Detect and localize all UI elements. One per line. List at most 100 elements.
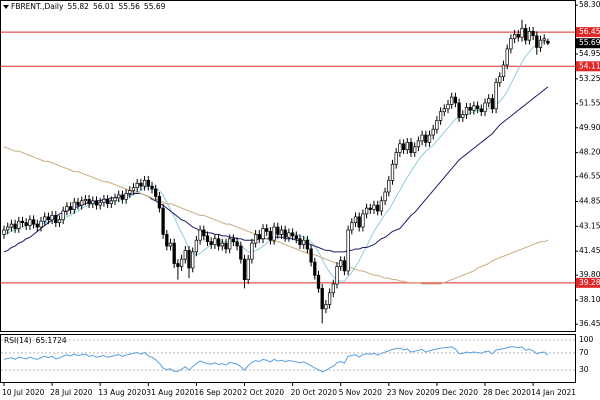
x-tick-label: 14 Jan 2021 xyxy=(531,388,576,397)
candle-body xyxy=(483,102,487,113)
candle-body xyxy=(183,250,187,260)
candle-body xyxy=(157,196,162,209)
candle-body xyxy=(24,222,28,226)
candle-body xyxy=(87,198,91,205)
x-tick-label: 31 Aug 2020 xyxy=(146,388,194,397)
y-tick-label: 41.45 xyxy=(579,246,600,255)
candle-body xyxy=(405,142,409,151)
moving-average-line xyxy=(3,86,549,253)
candle-body xyxy=(168,242,173,247)
y-tick-label: 38.10 xyxy=(579,295,600,304)
candle-body xyxy=(516,33,520,38)
candle-body xyxy=(376,204,380,212)
candle-body xyxy=(350,222,354,231)
candle-body xyxy=(361,213,365,228)
candle-body xyxy=(46,216,51,221)
candle-body xyxy=(76,201,80,206)
x-tick-label: 10 Jul 2020 xyxy=(2,388,45,397)
candle-body xyxy=(198,229,202,241)
candle-body xyxy=(450,96,454,105)
candle-body xyxy=(265,228,269,232)
candle-body xyxy=(424,134,428,143)
candle-body xyxy=(68,206,73,210)
ohlc-value: 55.69 xyxy=(144,2,166,11)
rsi-header: RSI(14) 65.1724 xyxy=(4,336,67,345)
candle-body xyxy=(305,239,310,250)
candle-body xyxy=(509,38,513,50)
candle-body xyxy=(520,28,524,38)
candle-body xyxy=(50,215,54,221)
y-tick-label: 51.55 xyxy=(579,99,600,108)
candle-body xyxy=(383,191,387,202)
candle-body xyxy=(316,274,321,289)
candle-body xyxy=(228,238,232,250)
candle-body xyxy=(61,210,65,221)
candle-body xyxy=(453,96,458,104)
y-tick-label: 53.25 xyxy=(579,74,600,83)
candle-body xyxy=(487,98,491,104)
candle-body xyxy=(213,238,217,245)
candle-body xyxy=(527,31,532,41)
candle-body xyxy=(202,229,206,237)
candle-body xyxy=(142,179,147,187)
x-tick-label: 13 Aug 2020 xyxy=(98,388,146,397)
candle-body xyxy=(242,258,247,280)
candle-body xyxy=(205,235,210,243)
collapse-icon xyxy=(3,5,9,9)
candle-body xyxy=(194,239,199,253)
symbol-title: FBRENT.,Daily xyxy=(11,2,64,11)
candle-body xyxy=(512,33,517,40)
symbol-header: FBRENT.,Daily 55.82 56.01 55.56 55.69 xyxy=(11,2,166,11)
candle-body xyxy=(17,220,21,229)
y-tick-label: 49.90 xyxy=(579,123,600,132)
level-label-bg xyxy=(576,61,600,72)
candle-body xyxy=(431,128,435,136)
candle-body xyxy=(43,216,47,222)
candle-body xyxy=(165,234,169,247)
candle-body xyxy=(261,228,265,240)
candle-body xyxy=(2,229,6,235)
candle-body xyxy=(54,215,58,224)
candle-body xyxy=(390,163,395,181)
candle-body xyxy=(109,200,113,205)
candle-body xyxy=(83,198,88,202)
candle-body xyxy=(498,76,502,83)
candle-body xyxy=(490,98,495,110)
candle-body xyxy=(146,179,150,187)
candle-body xyxy=(339,260,343,267)
y-tick-label: 44.85 xyxy=(579,197,600,206)
candle-body xyxy=(272,226,276,241)
candle-body xyxy=(364,207,369,215)
moving-average-line xyxy=(3,39,549,282)
candle-body xyxy=(31,219,36,225)
candle-body xyxy=(176,263,180,267)
candle-body xyxy=(91,200,95,205)
y-tick-label: 54.95 xyxy=(579,49,600,58)
candle-body xyxy=(209,241,213,245)
candle-body xyxy=(401,143,406,151)
candle-body xyxy=(302,239,306,245)
rsi-tick-label: 100 xyxy=(579,335,594,344)
candle-body xyxy=(290,232,295,237)
y-tick-label: 58.30 xyxy=(579,0,600,9)
level-label: 56.45 xyxy=(579,27,600,36)
main-panel-frame xyxy=(0,0,576,332)
candle-body xyxy=(6,226,10,231)
candle-body xyxy=(335,266,339,285)
x-tick-label: 20 Oct 2020 xyxy=(291,388,338,397)
candle-body xyxy=(120,194,125,200)
candle-body xyxy=(542,38,546,41)
candle-body xyxy=(216,238,221,247)
y-tick-label: 36.45 xyxy=(579,319,600,328)
x-tick-label: 2 Oct 2020 xyxy=(243,388,285,397)
candle-body xyxy=(531,31,535,37)
candle-body xyxy=(379,200,384,212)
candle-body xyxy=(394,152,398,165)
x-tick-label: 28 Dec 2020 xyxy=(483,388,531,397)
candle-body xyxy=(154,188,158,197)
candle-body xyxy=(80,200,84,206)
candle-body xyxy=(413,146,417,153)
candle-body xyxy=(494,82,498,110)
candle-body xyxy=(117,194,121,199)
